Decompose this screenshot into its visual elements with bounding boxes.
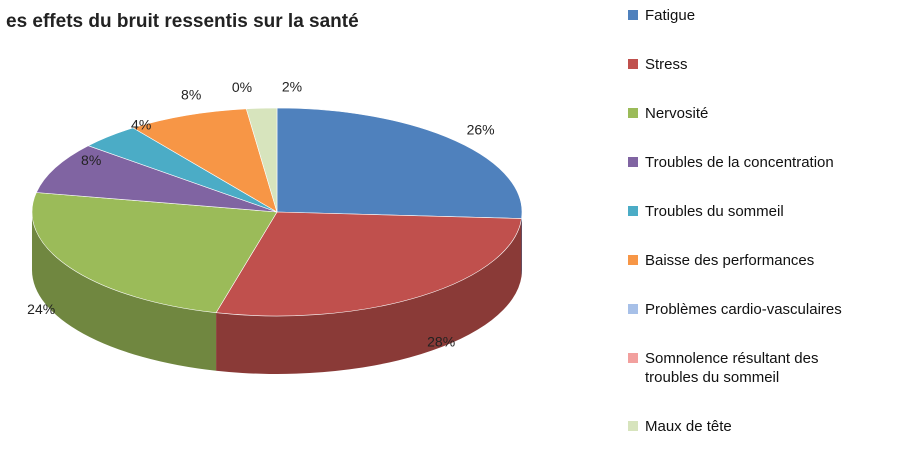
legend-item: Troubles de la concentration bbox=[628, 153, 875, 172]
data-label: 2% bbox=[282, 78, 302, 94]
legend-swatch bbox=[628, 206, 638, 216]
legend-item: Troubles du sommeil bbox=[628, 202, 875, 221]
legend-swatch bbox=[628, 108, 638, 118]
pie-slice bbox=[215, 211, 522, 317]
legend-label: Somnolence résultant des troubles du som… bbox=[645, 350, 819, 386]
legend-item: Nervosité bbox=[628, 104, 875, 123]
legend: Fatigue Stress Nervosité Troubles de la con… bbox=[628, 6, 875, 436]
legend-swatch bbox=[628, 255, 638, 265]
legend-label: Troubles de la concentration bbox=[645, 154, 834, 171]
pie-slice bbox=[35, 145, 278, 213]
legend-label: Fatigue bbox=[645, 7, 696, 24]
pie-slice bbox=[132, 108, 278, 213]
legend-label: Maux de tête bbox=[645, 418, 732, 435]
legend-item: Fatigue bbox=[628, 6, 875, 25]
legend-swatch bbox=[628, 421, 638, 431]
legend-item: Somnolence résultant des troubles du som… bbox=[628, 349, 875, 387]
legend-swatch bbox=[628, 304, 638, 314]
data-label: 8% bbox=[181, 86, 201, 102]
data-label: 8% bbox=[81, 152, 101, 168]
legend-label: Nervosité bbox=[645, 105, 709, 122]
legend-item: Stress bbox=[628, 55, 875, 74]
legend-swatch bbox=[628, 59, 638, 69]
pie-slice bbox=[245, 107, 278, 213]
data-label: 0% bbox=[232, 79, 252, 95]
legend-swatch bbox=[628, 157, 638, 167]
data-label: 4% bbox=[131, 116, 151, 132]
legend-item: Baisse des performances bbox=[628, 251, 875, 270]
legend-item: Problèmes cardio-vasculaires bbox=[628, 300, 875, 319]
legend-label: Troubles du sommeil bbox=[645, 203, 784, 220]
data-label: 26% bbox=[467, 122, 495, 138]
pie-side bbox=[216, 218, 522, 374]
pie-slice bbox=[276, 107, 523, 219]
legend-label: Stress bbox=[645, 56, 688, 73]
chart-title: es effets du bruit ressentis sur la sant… bbox=[6, 11, 359, 32]
pie-slice bbox=[31, 192, 278, 314]
legend-item: Maux de tête bbox=[628, 417, 875, 436]
pie-side bbox=[32, 212, 217, 371]
chart: es effets du bruit ressentis sur la sant… bbox=[6, 11, 523, 374]
data-label: 28% bbox=[427, 333, 455, 349]
legend-swatch bbox=[628, 353, 638, 363]
legend-swatch bbox=[628, 10, 638, 20]
legend-label: Baisse des performances bbox=[645, 252, 815, 269]
legend-label: Problèmes cardio-vasculaires bbox=[645, 301, 842, 318]
data-label: 24% bbox=[27, 301, 55, 317]
